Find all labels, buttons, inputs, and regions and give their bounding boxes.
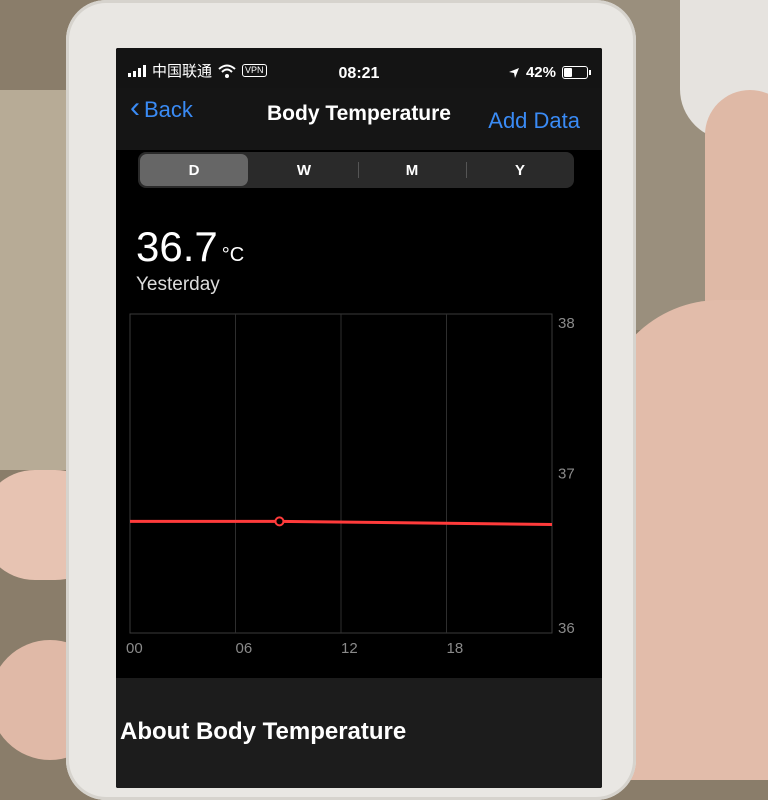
carrier-label: 中国联通: [152, 63, 213, 80]
battery-percent: 42%: [525, 64, 556, 81]
chart-x-tick-label: 06: [236, 640, 253, 657]
tab-year[interactable]: Y: [466, 152, 574, 188]
location-arrow-icon: [508, 67, 519, 78]
tab-month[interactable]: M: [358, 152, 466, 188]
temperature-unit: °C: [221, 244, 245, 266]
add-data-button[interactable]: Add Data: [488, 108, 580, 133]
chart-y-tick-label: 36: [558, 620, 575, 637]
chart-y-tick-label: 37: [558, 466, 575, 483]
vpn-badge: VPN: [242, 64, 267, 77]
chart-x-tick-label: 18: [447, 640, 464, 657]
back-button[interactable]: ‹ Back: [130, 91, 193, 124]
chevron-left-icon: ‹: [130, 91, 140, 124]
status-bar: 中国联通 VPN 08:21 42%: [116, 48, 602, 88]
chart-y-tick-label: 38: [558, 315, 575, 332]
about-section: About Body Temperature: [116, 678, 602, 788]
status-time: 08:21: [338, 65, 380, 82]
chart-highlight-point: [274, 516, 285, 527]
chart-x-tick-label: 00: [126, 640, 143, 657]
about-title: About Body Temperature: [120, 718, 407, 745]
wifi-icon: [218, 64, 236, 78]
phone-screen: 中国联通 VPN 08:21 42% ‹ Back Body Temperatu…: [116, 48, 602, 788]
temperature-value: 36.7 °C: [136, 223, 244, 271]
temperature-number: 36.7: [136, 223, 218, 270]
period-segmented-control: D W M Y: [138, 152, 574, 188]
tab-week[interactable]: W: [296, 161, 312, 179]
reading-period: Yesterday: [136, 274, 220, 295]
temperature-chart[interactable]: 00 06 12 18 38 37 36: [116, 48, 602, 688]
page-title: Body Temperature: [267, 102, 451, 125]
tab-day[interactable]: D: [140, 154, 248, 186]
chart-x-tick-label: 12: [341, 640, 358, 657]
navigation-bar: ‹ Back Body Temperature Add Data: [116, 88, 602, 150]
battery-icon: [562, 66, 591, 79]
signal-icon: [128, 64, 146, 77]
back-label: Back: [144, 96, 193, 122]
